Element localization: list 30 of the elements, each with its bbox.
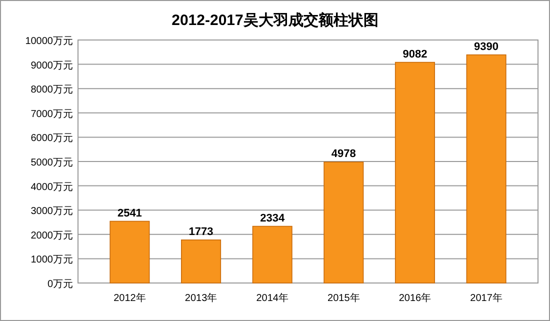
y-tick-label: 2000万元 xyxy=(30,230,73,242)
x-tick-label: 2016年 xyxy=(398,292,432,304)
y-tick-label: 0万元 xyxy=(47,279,73,290)
x-tick-label: 2012年 xyxy=(114,292,146,304)
x-tick-label: 2017年 xyxy=(470,292,502,304)
x-tick-label: 2015年 xyxy=(328,292,360,304)
y-tick-label: 1000万元 xyxy=(30,254,73,266)
bar xyxy=(252,226,292,284)
data-label: 1773 xyxy=(188,226,214,238)
data-label: 9390 xyxy=(474,40,499,53)
x-tick-label: 2014年 xyxy=(256,292,288,304)
y-tick-label: 6000万元 xyxy=(30,133,73,144)
y-tick-label: 4000万元 xyxy=(30,182,73,193)
bar xyxy=(110,220,150,284)
y-tick-label: 8000万元 xyxy=(30,84,73,96)
data-label: 2334 xyxy=(260,212,286,224)
y-tick-label: 9000万元 xyxy=(30,60,73,72)
bar xyxy=(324,162,364,284)
y-tick-label: 3000万元 xyxy=(30,206,73,218)
data-label: 9082 xyxy=(402,48,428,60)
data-label: 4978 xyxy=(331,148,356,160)
y-tick-label: 5000万元 xyxy=(30,158,73,168)
y-tick-label: 7000万元 xyxy=(30,108,73,120)
bar xyxy=(394,62,435,284)
chart-title: 2012-2017吴大羽成交额柱状图 xyxy=(172,11,378,29)
bar xyxy=(181,240,222,284)
bar xyxy=(466,54,506,284)
y-tick-label: 10000万元 xyxy=(25,36,73,47)
data-label: 2541 xyxy=(117,207,142,220)
x-tick-label: 2013年 xyxy=(184,292,218,304)
